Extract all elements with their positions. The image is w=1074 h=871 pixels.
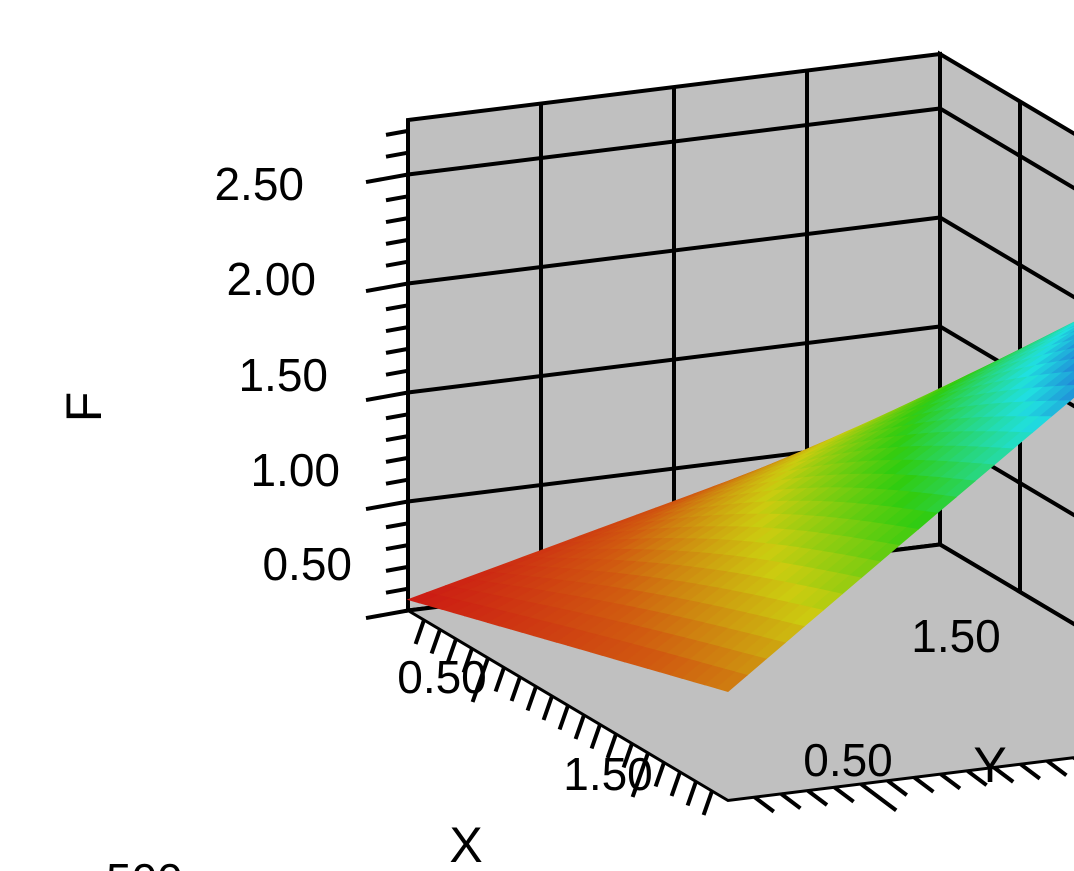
y-minor-tick — [939, 772, 962, 791]
z-minor-tick — [385, 303, 409, 312]
z-major-tick — [365, 390, 409, 403]
z-axis-label: F — [56, 392, 112, 423]
z-major-tick — [365, 281, 409, 294]
z-major-tick — [365, 172, 409, 185]
x-minor-tick — [461, 647, 474, 674]
x-minor-tick — [493, 666, 506, 693]
y-minor-tick — [806, 788, 829, 807]
z-minor-tick — [385, 477, 409, 486]
grid-line-z-3 — [407, 215, 1074, 300]
x-minor-tick — [525, 685, 538, 712]
z-minor-tick — [385, 259, 409, 268]
y-minor-tick — [833, 785, 855, 804]
surface-patch — [715, 671, 748, 692]
x-major-tick — [470, 657, 490, 703]
x-major-tick — [630, 752, 650, 798]
y-minor-tick — [1019, 762, 1042, 781]
z-minor-tick — [385, 346, 409, 355]
x-minor-tick — [413, 619, 426, 645]
y-minor-tick — [913, 775, 935, 794]
z-minor-tick — [385, 564, 409, 573]
x-minor-tick — [669, 771, 682, 797]
footer-partial-text: 500 — [106, 854, 183, 871]
z-major-tick — [365, 499, 409, 512]
z-tick-label-1.00: 1.00 — [250, 444, 340, 496]
x-minor-tick — [445, 638, 458, 664]
x-minor-tick — [429, 628, 442, 655]
x-minor-tick — [557, 704, 570, 731]
z-tick-label-2.50: 2.50 — [214, 158, 304, 210]
chart-gridlines — [407, 70, 1074, 627]
y-tick-label-1.50: 1.50 — [911, 610, 1001, 662]
x-minor-tick — [653, 761, 666, 788]
z-minor-tick — [385, 543, 409, 552]
z-minor-tick — [385, 521, 409, 530]
x-minor-tick — [701, 790, 714, 816]
y-axis-label: Y — [973, 737, 1006, 793]
y-minor-tick — [992, 765, 1015, 784]
z-minor-tick — [385, 412, 409, 421]
z-minor-tick — [385, 150, 409, 159]
x-minor-tick — [621, 742, 634, 769]
x-minor-tick — [685, 780, 698, 807]
surface-patch — [1069, 330, 1074, 335]
x-minor-tick — [573, 714, 586, 740]
z-minor-tick — [385, 455, 409, 464]
x-minor-tick — [509, 676, 522, 702]
z-minor-tick — [385, 434, 409, 443]
y-minor-tick — [886, 779, 908, 797]
grid-line-z-4 — [407, 106, 1074, 191]
y-major-tick — [859, 782, 898, 813]
y-minor-tick — [966, 769, 988, 787]
z-tick-label-1.50: 1.50 — [238, 349, 328, 401]
z-minor-tick — [385, 237, 409, 246]
x-tick-label-1.50: 1.50 — [563, 748, 653, 800]
grid-line-z-2 — [407, 324, 1074, 409]
x-tick-label-0.50: 0.50 — [397, 651, 487, 703]
y-minor-tick — [753, 795, 775, 814]
z-minor-tick — [385, 128, 409, 137]
x-axis-label: X — [449, 817, 482, 871]
z-minor-tick — [385, 216, 409, 225]
z-minor-tick — [385, 194, 409, 203]
chart-axis-ticks — [365, 128, 1074, 816]
z-tick-label-2.00: 2.00 — [226, 253, 316, 305]
z-minor-tick — [385, 368, 409, 377]
y-minor-tick — [780, 792, 802, 810]
z-minor-tick — [385, 586, 409, 595]
y-tick-label-0.50: 0.50 — [803, 734, 893, 786]
y-minor-tick — [1045, 759, 1068, 777]
x-minor-tick — [541, 695, 554, 721]
z-major-tick — [365, 608, 409, 621]
x-minor-tick — [589, 723, 602, 750]
z-tick-label-0.50: 0.50 — [262, 538, 352, 590]
chart-surface — [406, 321, 1074, 692]
x-minor-tick — [605, 733, 618, 759]
z-minor-tick — [385, 325, 409, 334]
